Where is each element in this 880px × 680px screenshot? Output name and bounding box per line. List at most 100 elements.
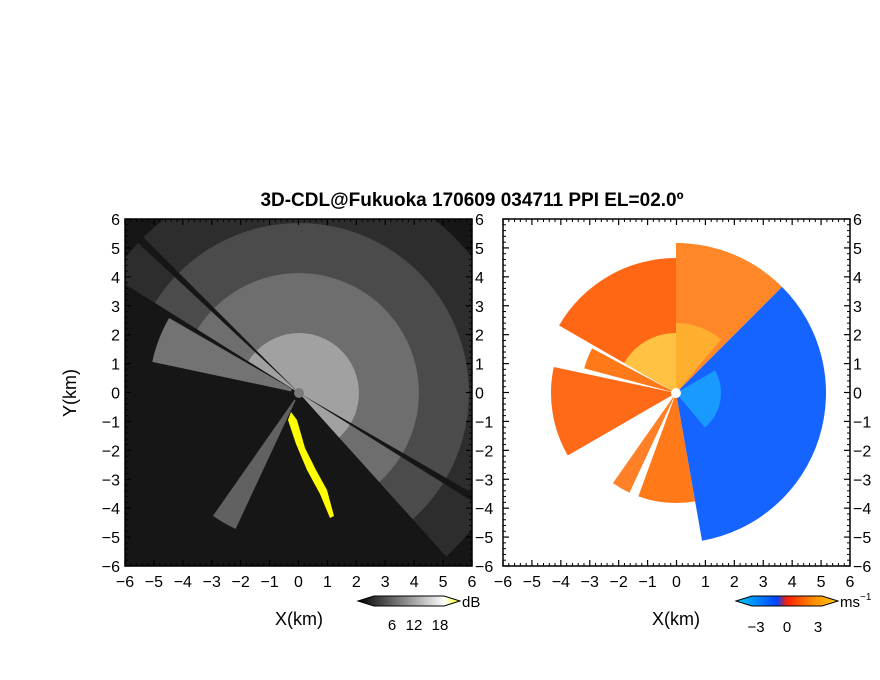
velocity-xtick-label: −6 <box>494 574 512 591</box>
velocity-x-axis-label: X(km) <box>652 609 700 629</box>
velocity-ytick-label-right: −5 <box>853 530 871 547</box>
reflectivity-ytick-label: 6 <box>111 212 120 229</box>
velocity-sector-approaching <box>676 286 826 541</box>
reflectivity-sector <box>256 333 299 393</box>
reflectivity-sector <box>379 456 444 520</box>
velocity-ytick-label-right: 5 <box>853 241 862 258</box>
reflectivity-ytick-label-right: 0 <box>475 386 484 403</box>
reflectivity-ytick-label-right: 4 <box>475 270 484 287</box>
velocity-xtick-label: 1 <box>701 574 710 591</box>
velocity-ytick-label-right: 3 <box>853 299 862 316</box>
velocity-sector-receding <box>584 348 672 392</box>
reflectivity-xtick-label: −4 <box>174 574 192 591</box>
velocity-colorbar-tick-2: 3 <box>814 619 822 636</box>
velocity-xtick-label: 6 <box>846 574 855 591</box>
reflectivity-ytick-label: 0 <box>111 386 120 403</box>
velocity-colorbar-tick-0: −3 <box>747 619 764 636</box>
reflectivity-ytick-label-right: −4 <box>475 501 493 518</box>
reflectivity-ytick-label: −3 <box>102 472 120 489</box>
reflectivity-xtick-label: 2 <box>352 574 361 591</box>
velocity-colorbar-unit-base: ms <box>840 594 860 611</box>
velocity-ytick-label-right: 6 <box>853 212 862 229</box>
reflectivity-ytick-label: 5 <box>111 241 120 258</box>
reflectivity-sector <box>339 424 401 483</box>
reflectivity-ytick-label: 2 <box>111 328 120 345</box>
reflectivity-sector <box>125 242 175 303</box>
reflectivity-colorbar-tick-0: 6 <box>388 617 396 634</box>
velocity-ytick-label-right: 2 <box>853 328 862 345</box>
reflectivity-xtick-label: 4 <box>410 574 419 591</box>
reflectivity-sector <box>299 223 469 478</box>
velocity-xtick-label: 2 <box>730 574 739 591</box>
reflectivity-ytick-label-right: −5 <box>475 530 493 547</box>
velocity-colorbar-tick-1: 0 <box>783 619 791 636</box>
reflectivity-xtick-label: −6 <box>116 574 134 591</box>
radar-center-marker <box>294 388 304 398</box>
velocity-ytick-label-right: 0 <box>853 386 862 403</box>
reflectivity-ytick-label-right: −3 <box>475 472 493 489</box>
velocity-xtick-label: −3 <box>581 574 599 591</box>
velocity-xtick-label: −2 <box>610 574 628 591</box>
reflectivity-xtick-label: 1 <box>323 574 332 591</box>
reflectivity-ytick-label-right: 2 <box>475 328 484 345</box>
reflectivity-ytick-label: −5 <box>102 530 120 547</box>
reflectivity-ytick-label-right: 6 <box>475 212 484 229</box>
reflectivity-colorbar-unit: dB <box>462 594 480 611</box>
reflectivity-xtick-label: 3 <box>381 574 390 591</box>
velocity-near-field <box>676 323 721 390</box>
reflectivity-ytick-label-right: −1 <box>475 414 493 431</box>
reflectivity-xtick-label: −2 <box>232 574 250 591</box>
reflectivity-panel: −66 6−55 5−44 4−33 3−22 2−11 100 01−1 −12−2 −23−3… <box>60 212 494 634</box>
velocity-colorbar-unit-exponent: −1 <box>860 592 872 603</box>
velocity-xtick-label: 3 <box>759 574 768 591</box>
velocity-near-field <box>679 370 721 428</box>
velocity-xtick-label: −1 <box>638 574 656 591</box>
reflectivity-xtick-label: 5 <box>439 574 448 591</box>
velocity-ytick-label-right: −2 <box>853 443 871 460</box>
reflectivity-colorbar-tick-1: 12 <box>406 617 423 634</box>
reflectivity-xtick-label: −5 <box>145 574 163 591</box>
reflectivity-sector <box>154 277 212 330</box>
reflectivity-beam <box>152 318 293 392</box>
velocity-xtick-label: 5 <box>817 574 826 591</box>
reflectivity-xtick-label: −3 <box>203 574 221 591</box>
reflectivity-beams <box>125 219 472 557</box>
reflectivity-ytick-label-right: 5 <box>475 241 484 258</box>
reflectivity-xtick-label: 0 <box>294 574 303 591</box>
reflectivity-ytick-label: 1 <box>111 357 120 374</box>
reflectivity-sector <box>197 311 256 362</box>
velocity-ytick-label-right: −4 <box>853 501 871 518</box>
reflectivity-axis-ticks: −66 6−55 5−44 4−33 3−22 2−11 100 01−1 −12−2 −23−3… <box>102 212 494 591</box>
reflectivity-sector <box>214 273 299 351</box>
reflectivity-sector <box>178 223 299 309</box>
reflectivity-xtick-label: −1 <box>260 574 278 591</box>
velocity-ytick-label-right: −6 <box>853 559 871 576</box>
velocity-sector-receding <box>551 367 672 456</box>
reflectivity-xtick-label: 6 <box>468 574 477 591</box>
velocity-ytick-label-right: 1 <box>853 357 862 374</box>
velocity-xtick-label: 0 <box>672 574 681 591</box>
y-axis-label: Y(km) <box>60 369 80 417</box>
reflectivity-colorbar-tick-2: 18 <box>432 617 449 634</box>
reflectivity-ytick-label: −6 <box>102 559 120 576</box>
reflectivity-ytick-label: 3 <box>111 299 120 316</box>
reflectivity-sector <box>299 393 350 438</box>
velocity-sector-receding <box>638 397 696 503</box>
reflectivity-ytick-label: −1 <box>102 414 120 431</box>
reflectivity-sector <box>299 333 359 423</box>
reflectivity-ytick-label-right: 3 <box>475 299 484 316</box>
reflectivity-ytick-label: 4 <box>111 270 120 287</box>
velocity-beams <box>551 243 826 541</box>
velocity-ytick-label-right: −3 <box>853 472 871 489</box>
reflectivity-sector <box>299 273 419 453</box>
reflectivity-ytick-label: −4 <box>102 501 120 518</box>
reflectivity-x-axis-label: X(km) <box>275 609 323 629</box>
velocity-ytick-label-right: −1 <box>853 414 871 431</box>
reflectivity-colorbar: dB 6 12 18 <box>356 594 480 634</box>
velocity-ytick-label-right: 4 <box>853 270 862 287</box>
velocity-colorbar-unit: ms−1 <box>840 592 872 611</box>
reflectivity-sector <box>299 219 472 493</box>
